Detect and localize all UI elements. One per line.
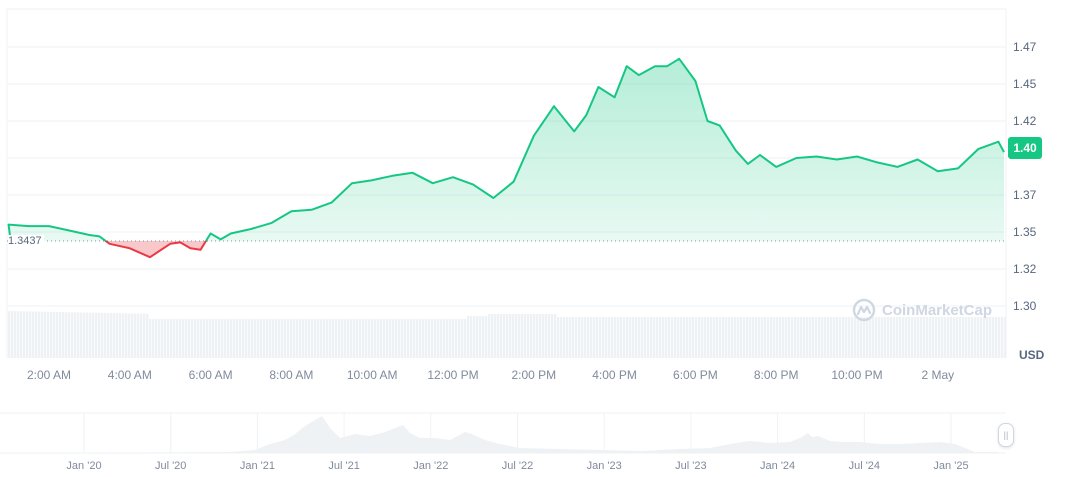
navigator-tick-label: Jan '22 [413,460,449,472]
currency-label: USD [1019,348,1045,362]
navigator-area [0,416,998,453]
y-tick-label: 1.30 [1013,299,1037,313]
navigator-tick-label: Jan '20 [66,460,102,472]
y-tick-label: 1.37 [1013,188,1037,202]
x-tick-label: 8:00 PM [753,368,799,382]
navigator-tick-label: Jan '23 [586,460,622,472]
y-tick-label: 1.47 [1013,40,1037,54]
current-price-tag: 1.40 [1008,137,1042,159]
coinmarketcap-logo-icon [852,298,876,322]
watermark-text: CoinMarketCap [882,301,993,319]
navigator-tick-label: Jul '20 [154,460,187,472]
x-tick-label: 4:00 AM [107,368,152,382]
y-tick-label: 1.32 [1013,262,1037,276]
navigator-tick-label: Jan '25 [933,460,969,472]
y-tick-label: 1.35 [1013,225,1037,239]
x-tick-label: 4:00 PM [592,368,637,382]
x-tick-label: 2:00 AM [26,368,72,382]
coinmarketcap-watermark: CoinMarketCap [852,298,992,322]
x-tick-label: 6:00 AM [188,368,233,382]
navigator-range-handle[interactable]: || [998,423,1014,447]
x-tick-label: 6:00 PM [673,368,718,382]
navigator-tick-label: Jan '24 [760,460,796,472]
navigator-tick-label: Jul '22 [501,460,534,472]
navigator-tick-label: Jul '24 [848,460,881,472]
navigator-tick-label: Jul '23 [675,460,707,472]
x-tick-label: 10:00 PM [831,368,883,382]
x-tick-label: 10:00 AM [346,368,398,382]
x-tick-label: 2:00 PM [511,368,557,382]
price-line [7,57,1005,241]
x-tick-label: 12:00 PM [427,368,479,382]
navigator-tick-label: Jul '21 [328,460,360,472]
baseline-label: 1.3437 [8,235,44,247]
navigator-tick-label: Jan '21 [239,460,275,472]
x-tick-label: 8:00 AM [269,368,314,382]
y-tick-label: 1.45 [1013,77,1037,91]
y-tick-label: 1.42 [1013,114,1037,128]
volume-bars [8,311,1007,358]
price-area-fill [8,58,1004,241]
drag-handle-icon: || [1003,430,1009,440]
price-line-below-baseline [104,241,208,259]
x-tick-label: 2 May [921,368,955,382]
navigator-grid [83,413,952,453]
